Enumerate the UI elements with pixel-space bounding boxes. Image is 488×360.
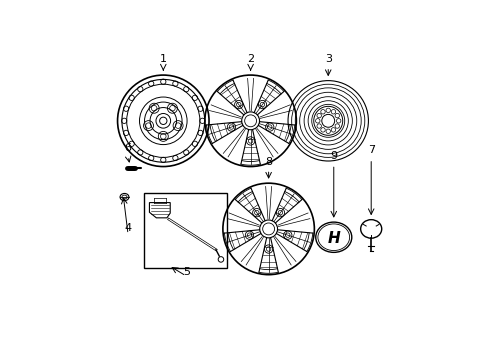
Text: 8: 8 [264,157,272,167]
Bar [143,193,226,268]
Text: 1: 1 [160,54,166,64]
Text: 3: 3 [324,54,331,64]
Text: H: H [327,231,340,246]
Text: 9: 9 [329,151,337,161]
Text: 7: 7 [367,145,374,156]
Text: 4: 4 [124,223,131,233]
Text: 2: 2 [246,54,254,64]
Text: 6: 6 [124,143,131,153]
Text: 5: 5 [183,267,189,278]
